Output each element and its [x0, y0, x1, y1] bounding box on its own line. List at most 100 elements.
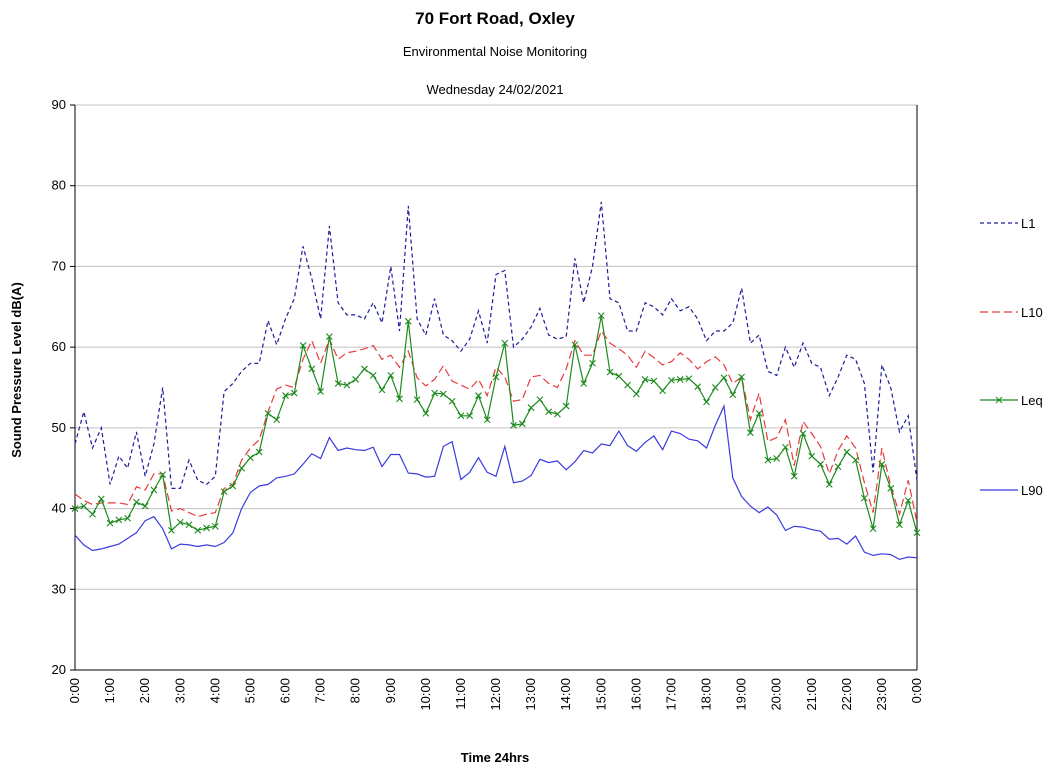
series-marker	[729, 391, 737, 399]
series-marker	[562, 402, 570, 410]
series-marker	[896, 521, 903, 529]
x-axis-label: Time 24hrs	[461, 750, 529, 765]
series-marker	[624, 381, 631, 389]
x-tick-label: 15:00	[593, 678, 608, 711]
series-marker	[71, 505, 79, 512]
x-tick-label: 22:00	[839, 678, 854, 711]
series-marker	[238, 464, 246, 472]
series-marker	[255, 448, 263, 456]
series-marker	[834, 463, 842, 470]
series-marker	[378, 386, 386, 394]
chart-date: Wednesday 24/02/2021	[426, 82, 563, 97]
series-marker	[659, 387, 667, 395]
series-marker	[466, 412, 474, 420]
series-marker	[220, 488, 228, 496]
series-marker	[773, 455, 781, 462]
series-marker	[404, 317, 412, 325]
series-marker	[545, 408, 553, 416]
y-tick-label: 90	[52, 97, 66, 112]
series-marker	[308, 365, 316, 373]
series-marker	[782, 443, 789, 451]
series-marker	[387, 372, 395, 379]
series-marker	[755, 409, 763, 417]
x-tick-label: 19:00	[734, 678, 749, 711]
series-marker	[878, 460, 886, 468]
series-marker	[431, 389, 438, 397]
series-marker	[299, 342, 307, 349]
series-marker	[554, 410, 561, 418]
x-tick-label: 11:00	[453, 678, 468, 710]
series-marker	[413, 396, 421, 403]
series-marker	[124, 514, 132, 522]
series-marker	[150, 486, 158, 494]
series-marker	[115, 516, 123, 524]
series-marker	[799, 430, 807, 437]
series-marker	[89, 510, 96, 518]
series-marker	[211, 522, 219, 530]
series-marker	[176, 518, 184, 526]
x-tick-label: 0:00	[67, 678, 82, 703]
series-marker	[615, 372, 623, 380]
series-marker	[133, 498, 140, 506]
y-tick-label: 80	[52, 178, 66, 193]
series-marker	[668, 376, 675, 384]
legend-marker	[995, 396, 1003, 404]
series-marker	[264, 409, 272, 417]
series-marker	[869, 525, 877, 533]
series-marker	[352, 376, 360, 383]
series-marker	[746, 429, 754, 437]
x-tick-label: 6:00	[278, 678, 293, 703]
series-marker	[168, 526, 175, 534]
series-marker	[396, 395, 403, 403]
y-tick-label: 50	[52, 420, 66, 435]
series-marker	[141, 502, 149, 510]
series-marker	[597, 312, 605, 320]
series-marker	[808, 452, 816, 460]
series-marker	[457, 412, 465, 420]
series-line	[74, 329, 918, 523]
x-tick-label: 2:00	[137, 678, 152, 703]
y-axis-label: Sound Pressure Level dB(A)	[9, 282, 24, 458]
series-marker	[501, 339, 509, 347]
series-marker	[650, 377, 658, 385]
series-line	[74, 201, 918, 489]
legend-label: Leq	[1021, 393, 1043, 408]
series-marker	[606, 368, 614, 376]
x-tick-label: 17:00	[663, 678, 678, 711]
legend-label: L1	[1021, 216, 1035, 231]
series-marker	[369, 372, 377, 379]
series-marker	[439, 390, 447, 398]
legend-label: L10	[1021, 305, 1043, 320]
x-tick-label: 23:00	[874, 678, 889, 711]
series-marker	[185, 521, 193, 529]
y-tick-label: 30	[52, 581, 66, 596]
series-marker	[159, 471, 167, 479]
series-marker	[764, 456, 772, 464]
series-marker	[817, 460, 824, 468]
series-marker	[676, 376, 684, 383]
y-tick-label: 20	[52, 662, 66, 677]
series-marker	[247, 454, 254, 462]
x-tick-label: 14:00	[558, 678, 573, 711]
series-marker	[860, 494, 868, 502]
x-tick-label: 10:00	[418, 678, 433, 711]
series-marker	[97, 495, 105, 503]
series-marker	[825, 480, 833, 488]
series-marker	[711, 384, 719, 391]
series-marker	[632, 390, 640, 398]
series-marker	[703, 398, 710, 406]
series-marker	[483, 416, 491, 424]
series-marker	[589, 359, 596, 367]
x-tick-label: 21:00	[804, 678, 819, 711]
series-marker	[685, 375, 693, 383]
series-marker	[790, 472, 798, 480]
series-marker	[492, 373, 500, 381]
chart-subtitle: Environmental Noise Monitoring	[403, 44, 587, 59]
series-marker	[536, 396, 544, 403]
series-marker	[738, 373, 745, 381]
series-marker	[334, 380, 342, 387]
series-marker	[448, 397, 456, 405]
series-marker	[913, 529, 921, 537]
x-tick-label: 16:00	[628, 678, 643, 711]
